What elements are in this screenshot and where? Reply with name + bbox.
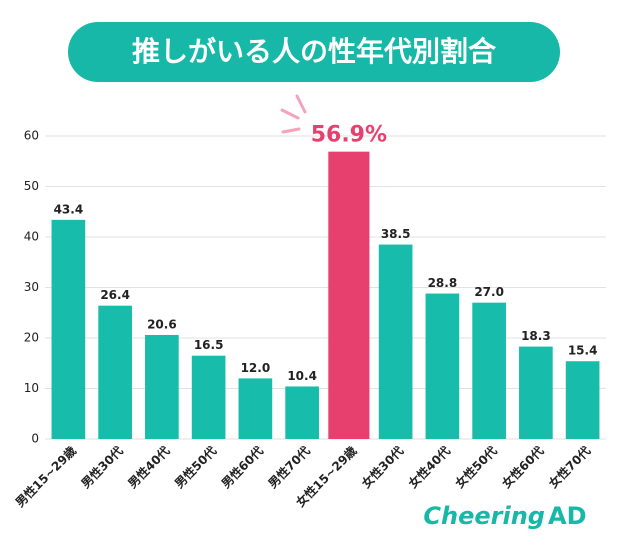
value-label: 38.5 [381,227,411,241]
bar [51,219,86,439]
value-label: 56.9% [311,123,387,148]
x-tick-label: 男性15~29歳 [12,443,79,510]
y-tick-label: 40 [24,230,39,244]
y-tick-label: 30 [24,280,39,294]
bar [145,334,179,439]
y-tick-label: 10 [24,381,39,395]
bar [98,305,132,439]
bar [191,355,226,439]
value-label: 10.4 [287,369,317,383]
bar [519,346,553,439]
bar [565,361,600,439]
x-tick-label: 男性30代 [78,443,126,491]
logo-name: Cheering [423,502,545,530]
x-tick-label: 男性60代 [218,443,266,491]
x-tick-label: 女性50代 [452,443,500,491]
chart-title: 推しがいる人の性年代別割合 [132,35,497,68]
value-label: 18.3 [521,329,551,343]
x-tick-label: 女性40代 [405,443,453,491]
bar [472,302,506,439]
value-label: 28.8 [428,276,458,290]
y-tick-label: 0 [31,432,39,446]
bar [328,151,370,439]
y-tick-label: 50 [24,179,39,193]
x-tick-label: 女性70代 [545,443,593,491]
value-label: 12.0 [241,361,271,375]
x-tick-label: 女性30代 [358,443,406,491]
bar [425,293,460,439]
x-tick-label: 女性60代 [499,443,547,491]
x-tick-label: 男性70代 [265,443,313,491]
highlight-rays [280,94,307,134]
value-label: 26.4 [100,288,130,302]
x-tick-label: 男性40代 [125,443,173,491]
x-tick-label: 男性50代 [171,443,219,491]
bar [285,386,319,439]
bar [378,244,413,439]
y-tick-label: 20 [24,331,39,345]
value-label: 20.6 [147,317,177,331]
value-label: 27.0 [474,285,504,299]
value-label: 43.4 [54,202,84,216]
bar [238,378,273,439]
value-label: 16.5 [194,338,224,352]
logo-suffix: AD [548,502,587,530]
value-label: 15.4 [568,344,598,358]
title-pill [68,22,560,82]
y-tick-label: 60 [24,129,39,143]
